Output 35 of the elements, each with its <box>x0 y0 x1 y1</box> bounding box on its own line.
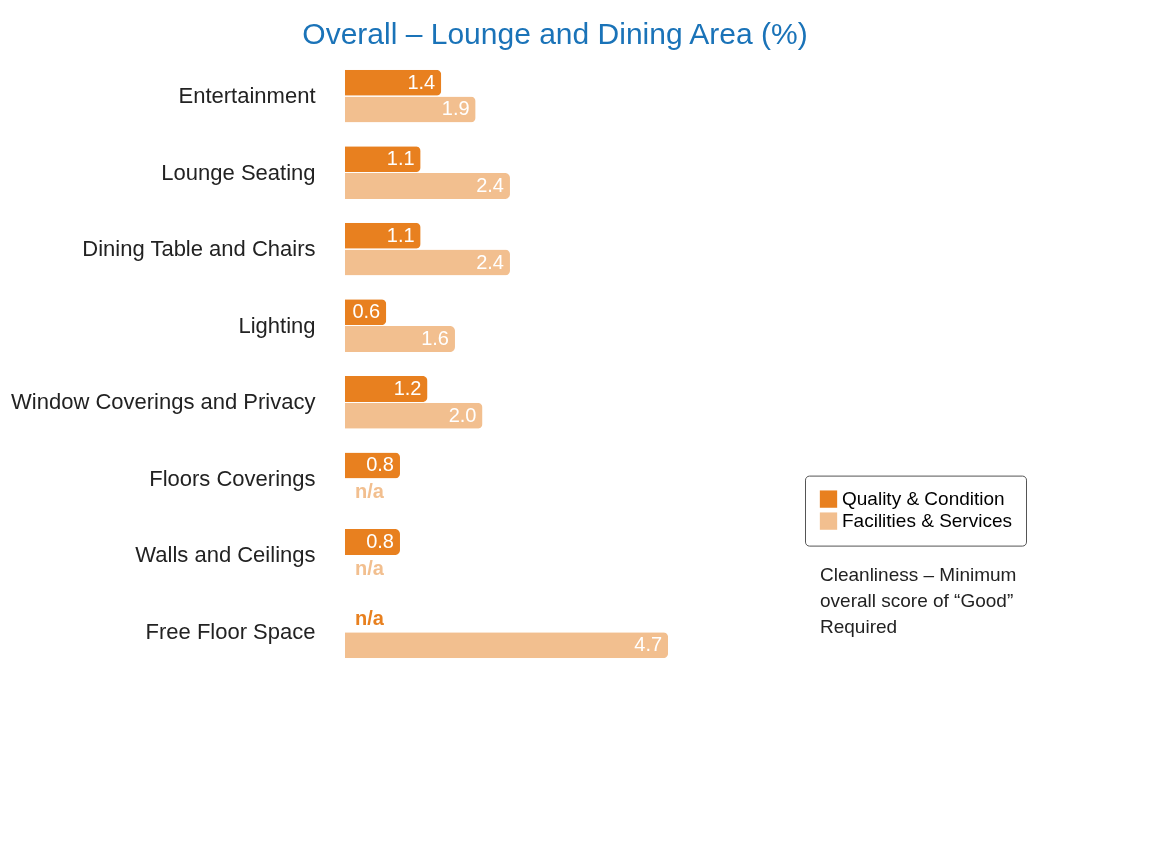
data-label: 1.1 <box>386 223 415 246</box>
bar <box>345 632 669 659</box>
y-tick-label: Entertainment <box>178 83 316 109</box>
y-tick-label: Walls and Ceilings <box>135 542 316 568</box>
data-label: 4.7 <box>634 633 663 656</box>
legend-label: Quality & Condition <box>842 488 1005 510</box>
bar <box>345 326 455 353</box>
bar <box>345 249 510 276</box>
bar <box>345 96 476 123</box>
bar <box>345 375 428 402</box>
chart-title: Overall – Lounge and Dining Area (%) <box>302 17 808 50</box>
text: n/a <box>355 606 384 629</box>
y-tick-label: Lighting <box>238 312 316 338</box>
data-label: 1.2 <box>393 376 422 399</box>
data-label: 0.8 <box>366 529 394 552</box>
y-tick-label: Floors Coverings <box>149 465 316 491</box>
data-label: 1.6 <box>421 327 449 350</box>
data-label: 2.4 <box>476 174 504 197</box>
data-label: 1.1 <box>386 147 415 170</box>
data-label: 2.0 <box>448 403 477 426</box>
y-tick-label: Free Floor Space <box>145 618 316 644</box>
legend-label: Facilities & Services <box>842 510 1012 532</box>
data-label: 0.8 <box>366 453 394 476</box>
text: n/a <box>355 480 384 503</box>
data-label: 0.6 <box>352 300 381 323</box>
y-tick-label: Dining Table and Chairs <box>82 236 316 262</box>
text: Cleanliness – Minimum overall score of “Good” Required <box>820 563 1017 637</box>
y-tick-label: Lounge Seating <box>161 159 316 185</box>
bar <box>345 173 510 200</box>
data-label: 1.9 <box>441 97 470 120</box>
text: n/a <box>355 556 384 579</box>
bar <box>345 402 483 429</box>
y-tick-label: Window Coverings and Privacy <box>11 389 316 415</box>
data-label: 1.4 <box>407 70 436 93</box>
data-label: 2.4 <box>476 250 504 273</box>
